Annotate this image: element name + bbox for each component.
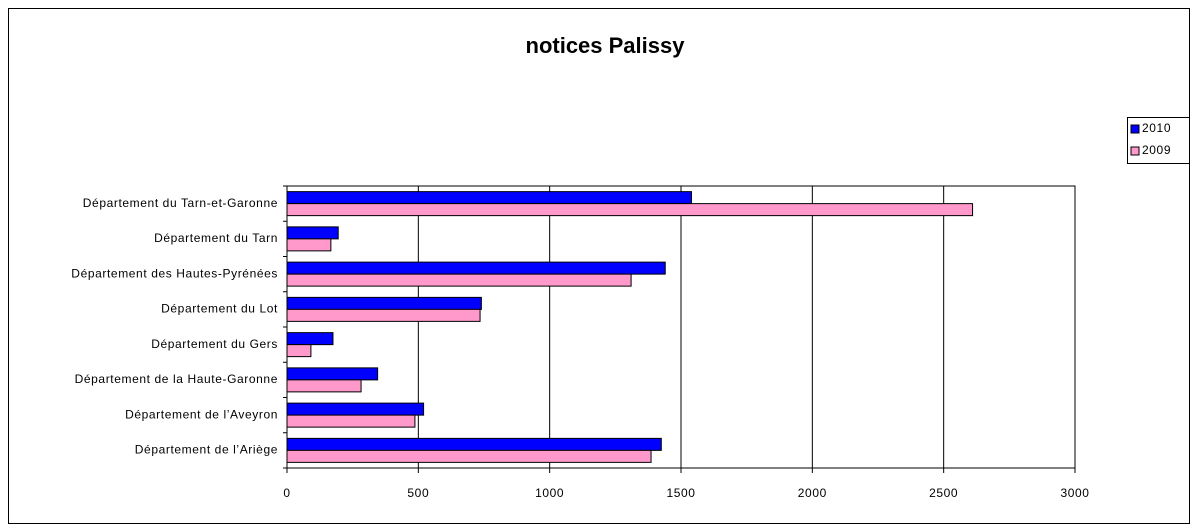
legend-label: 2010 <box>1142 121 1171 135</box>
bar <box>286 261 666 275</box>
bar <box>286 402 425 416</box>
y-tick-label: Département du Gers <box>151 337 278 351</box>
bar <box>286 226 339 240</box>
bar <box>286 273 632 287</box>
x-tick-label: 500 <box>407 486 429 500</box>
bar <box>286 203 974 217</box>
x-tick-label: 3000 <box>1060 486 1089 500</box>
bar <box>286 296 482 310</box>
bar <box>286 379 362 393</box>
legend-swatch <box>1130 146 1140 156</box>
bar <box>286 308 481 322</box>
bar <box>286 344 312 358</box>
x-tick-label: 2500 <box>929 486 958 500</box>
y-tick-label: Département de la Haute-Garonne <box>75 372 278 386</box>
y-tick-label: Département du Lot <box>161 302 278 316</box>
x-tick-label: 2000 <box>798 486 827 500</box>
x-tick-label: 1500 <box>666 486 695 500</box>
bar <box>286 414 416 428</box>
legend-swatch <box>1130 124 1140 134</box>
bar <box>286 191 693 205</box>
legend-label: 2009 <box>1142 143 1171 157</box>
y-tick-label: Département des Hautes-Pyrénées <box>71 266 278 280</box>
chart-title: notices Palissy <box>526 33 686 58</box>
y-tick-label: Département du Tarn <box>154 231 278 245</box>
bar <box>286 449 652 463</box>
x-tick-label: 1000 <box>535 486 564 500</box>
bar <box>286 332 334 346</box>
x-tick-label: 0 <box>283 486 290 500</box>
y-tick-label: Département de l’Aveyron <box>125 407 278 421</box>
bar <box>286 238 332 252</box>
bar <box>286 367 379 381</box>
y-tick-label: Département de l’Ariège <box>135 443 278 457</box>
bar <box>286 437 662 451</box>
y-tick-label: Département du Tarn-et-Garonne <box>83 196 278 210</box>
